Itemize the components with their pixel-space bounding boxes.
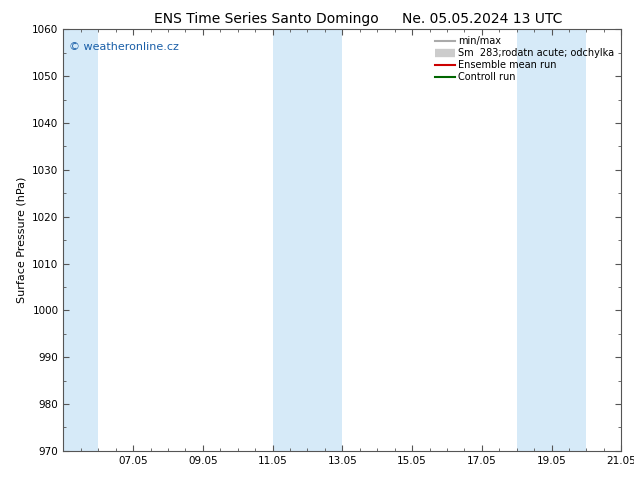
Y-axis label: Surface Pressure (hPa): Surface Pressure (hPa): [16, 177, 27, 303]
Bar: [273, 29, 342, 451]
Text: Ne. 05.05.2024 13 UTC: Ne. 05.05.2024 13 UTC: [402, 12, 562, 26]
Text: ENS Time Series Santo Domingo: ENS Time Series Santo Domingo: [154, 12, 378, 26]
Bar: [517, 29, 586, 451]
Legend: min/max, Sm  283;rodatn acute; odchylka, Ensemble mean run, Controll run: min/max, Sm 283;rodatn acute; odchylka, …: [433, 34, 616, 84]
Text: © weatheronline.cz: © weatheronline.cz: [69, 42, 179, 52]
Bar: [63, 29, 98, 451]
